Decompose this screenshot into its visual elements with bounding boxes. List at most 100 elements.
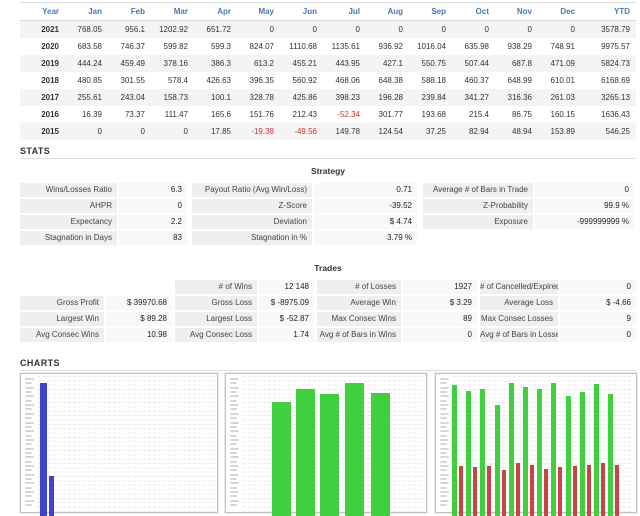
- value-cell: 426.63: [206, 75, 231, 85]
- value-cell: 578.4: [167, 75, 188, 85]
- value-cell: 0: [527, 24, 532, 34]
- stat-label: Gross Loss: [175, 296, 257, 310]
- value-cell: 158.73: [163, 92, 188, 102]
- value-cell: 651.72: [206, 24, 231, 34]
- y-axis-tick-label: [230, 434, 237, 437]
- stat-value: 2.2: [119, 215, 187, 229]
- empty-cell: [423, 231, 533, 245]
- bar: [473, 466, 477, 516]
- stat-value: 99.9 %: [535, 199, 634, 213]
- value-cell: 1202.92: [159, 24, 188, 34]
- value-cell: 73.37: [124, 109, 145, 119]
- y-axis-tick-label: [25, 417, 32, 420]
- stat-value: 89: [403, 312, 477, 326]
- column-header-mar[interactable]: Mar: [151, 2, 194, 21]
- y-axis-tick-label: [25, 451, 32, 454]
- y-axis-tick-label: [440, 417, 447, 420]
- bar: [272, 402, 291, 516]
- column-header-oct[interactable]: Oct: [452, 2, 495, 21]
- bar: [537, 389, 542, 516]
- stat-value: 9: [560, 312, 636, 326]
- column-header-apr[interactable]: Apr: [194, 2, 237, 21]
- y-axis-tick-label: [230, 430, 239, 433]
- value-cell: 768.05: [77, 24, 102, 34]
- column-header-feb[interactable]: Feb: [108, 2, 151, 21]
- value-cell: 151.76: [249, 109, 274, 119]
- y-axis-tick-label: [230, 451, 237, 454]
- y-axis-tick-label: [230, 412, 239, 415]
- y-axis-tick-label: [230, 465, 239, 467]
- y-axis-tick-label: [230, 382, 237, 385]
- value-cell: 111.47: [164, 109, 188, 119]
- stat-value: $ -8975.09: [259, 296, 314, 310]
- bar: [502, 469, 506, 516]
- stat-label: Z-Score: [192, 199, 312, 213]
- value-cell: 0: [269, 24, 274, 34]
- value-cell: 398.23: [335, 92, 360, 102]
- stats-row: Avg Consec Wins 10.98 Avg Consec Loss 1.74 A…: [20, 328, 636, 342]
- value-cell: 396.35: [249, 75, 274, 85]
- value-cell: 455.21: [292, 58, 317, 68]
- stat-label: Avg # of Bars in Wins: [317, 328, 401, 342]
- value-cell: 6168.69: [601, 75, 630, 85]
- stats-row: # of Wins 12 148 # of Losses 1927 # of Cance…: [20, 280, 636, 294]
- y-axis-tick-label: [25, 412, 34, 415]
- column-header-ytd[interactable]: YTD: [581, 2, 636, 21]
- stat-value: 12 148: [259, 280, 314, 294]
- value-cell: 635.98: [464, 41, 489, 51]
- y-axis-tick-label: [440, 382, 447, 385]
- stat-value: $ 39970.68: [106, 296, 172, 310]
- column-header-may[interactable]: May: [237, 2, 280, 21]
- stat-label: Wins/Losses Ratio: [20, 183, 117, 197]
- value-cell: 550.75: [421, 58, 446, 68]
- value-cell: 468.06: [335, 75, 360, 85]
- value-cell: 460.37: [464, 75, 489, 85]
- stat-label: Deviation: [192, 215, 312, 229]
- value-cell: -52.34: [337, 109, 360, 119]
- column-header-dec[interactable]: Dec: [538, 2, 581, 21]
- value-cell: 936.92: [378, 41, 403, 51]
- stats-section-title: STATS: [20, 146, 51, 156]
- value-cell: 0: [97, 126, 102, 136]
- value-cell: 316.36: [507, 92, 532, 102]
- stat-value: 0: [119, 199, 187, 213]
- bar: [587, 464, 591, 516]
- value-cell: 0: [140, 126, 145, 136]
- y-axis-tick-label: [25, 491, 34, 494]
- year-cell: 2015: [41, 126, 59, 136]
- value-cell: 0: [398, 24, 403, 34]
- y-axis-tick-label: [230, 469, 237, 472]
- y-axis-tick-label: [25, 482, 34, 485]
- stat-value: 3.79 %: [314, 231, 417, 245]
- bar: [459, 465, 463, 516]
- column-header-nov[interactable]: Nov: [495, 2, 538, 21]
- value-cell: 48.94: [511, 126, 532, 136]
- empty-cell: [535, 231, 634, 245]
- stat-value: 10.98: [106, 328, 172, 342]
- bar: [615, 464, 619, 516]
- y-axis-tick-label: [230, 486, 237, 489]
- column-header-jun[interactable]: Jun: [280, 2, 323, 21]
- stat-label: Largest Win: [20, 312, 104, 326]
- gridlines: [36, 376, 215, 512]
- column-header-jul[interactable]: Jul: [323, 2, 366, 21]
- year-cell: 2020: [41, 41, 59, 51]
- y-axis-tick-label: [440, 421, 449, 424]
- stat-value: $ -52.87: [259, 312, 314, 326]
- y-axis-tick-label: [230, 447, 239, 450]
- y-axis-tick-label: [25, 447, 34, 450]
- bar: [530, 464, 534, 516]
- y-axis-tick-label: [440, 404, 449, 407]
- column-header-sep[interactable]: Sep: [409, 2, 452, 21]
- y-axis-tick-label: [25, 425, 32, 428]
- bar: [40, 382, 47, 516]
- y-axis-tick-label: [25, 434, 32, 437]
- stat-label: Max Consec Losses: [480, 312, 558, 326]
- stat-value: 6.3: [119, 183, 187, 197]
- value-cell: 938.29: [507, 41, 532, 51]
- column-header-jan[interactable]: Jan: [65, 2, 108, 21]
- column-header-aug[interactable]: Aug: [366, 2, 409, 21]
- value-cell: 459.49: [120, 58, 145, 68]
- column-header-year[interactable]: Year: [20, 2, 65, 21]
- bar: [495, 404, 500, 516]
